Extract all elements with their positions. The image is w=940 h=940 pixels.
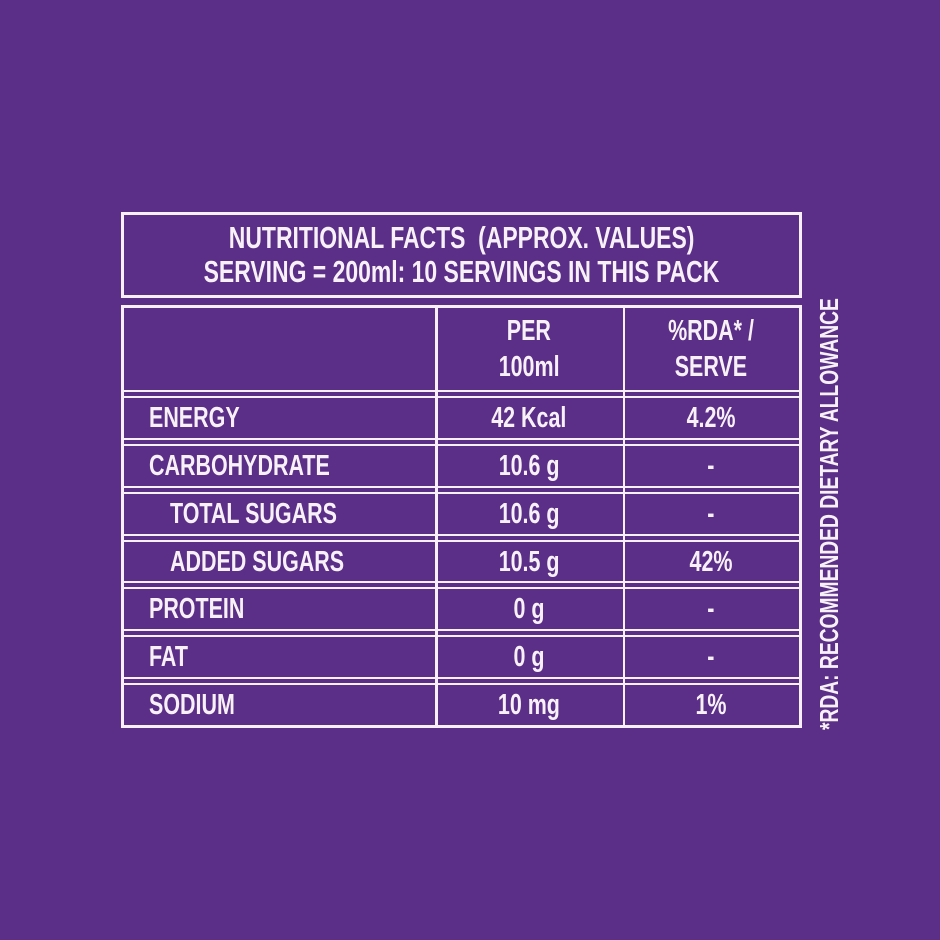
title-line-2-text: SERVING = 200ml: 10 SERVINGS IN THIS PAC… [203,254,720,289]
row-per100ml-value: 0 g [513,641,545,674]
column-header-row: PER 100ml %RDA* / SERVE [124,308,799,390]
nutrition-table: PER 100ml %RDA* / SERVE ENERGY 42 Kcal 4… [121,305,802,728]
row-rda-cell: - [623,494,799,534]
rda-footnote-vertical: *RDA: RECOMMENDED DIETARY ALLOWANCE [812,146,846,730]
column-header-rda-serve: %RDA* / SERVE [623,308,799,390]
title-box: NUTRITIONAL FACTS (APPROX. VALUES) SERVI… [121,212,802,298]
column-header-per-line1: PER [506,315,552,347]
table-row-fat: FAT 0 g - [124,637,799,677]
column-header-rda-line2: SERVE [674,351,748,383]
row-rda-cell: - [623,446,799,486]
table-row-energy: ENERGY 42 Kcal 4.2% [124,398,799,438]
row-separator [124,629,799,638]
row-rda-value: 42% [689,545,733,578]
row-label: ENERGY [149,401,240,434]
column-header-rda-line1: %RDA* / [667,315,754,347]
row-rda-cell: 1% [623,685,799,725]
table-row-added-sugars: ADDED SUGARS 10.5 g 42% [124,542,799,582]
row-separator [124,485,799,494]
row-separator [124,581,799,590]
row-label-cell: TOTAL SUGARS [124,494,435,534]
row-separator [124,390,799,398]
column-header-per-line2: 100ml [498,351,560,383]
row-label: FAT [149,641,188,674]
row-per100ml-cell: 10.6 g [435,446,623,486]
row-rda-value: - [707,641,715,674]
row-label: ADDED SUGARS [170,545,345,578]
row-rda-value: 4.2% [686,401,736,434]
row-label: CARBOHYDRATE [149,449,330,482]
column-divider-2 [622,308,626,725]
row-label: PROTEIN [149,593,245,626]
row-separator [124,437,799,446]
title-line-1: NUTRITIONAL FACTS (APPROX. VALUES) [147,221,776,255]
row-per100ml-value: 10.6 g [498,449,560,482]
row-label: SODIUM [149,689,235,722]
row-label-cell: ADDED SUGARS [124,542,435,582]
row-label-cell: SODIUM [124,685,435,725]
table-row-carbohydrate: CARBOHYDRATE 10.6 g - [124,446,799,486]
row-label-cell: FAT [124,637,435,677]
row-separator [124,677,799,686]
rda-footnote-text: *RDA: RECOMMENDED DIETARY ALLOWANCE [814,298,844,730]
row-per100ml-cell: 0 g [435,589,623,629]
table-row-protein: PROTEIN 0 g - [124,589,799,629]
row-per100ml-cell: 10 mg [435,685,623,725]
title-line-1-text: NUTRITIONAL FACTS (APPROX. VALUES) [228,220,695,255]
nutrition-panel: NUTRITIONAL FACTS (APPROX. VALUES) SERVI… [121,212,802,728]
row-label-cell: PROTEIN [124,589,435,629]
row-rda-value: - [707,593,715,626]
column-header-blank [124,308,435,390]
row-rda-value: - [707,497,715,530]
row-per100ml-cell: 42 Kcal [435,398,623,438]
title-line-2: SERVING = 200ml: 10 SERVINGS IN THIS PAC… [113,255,810,289]
column-header-per-100ml: PER 100ml [435,308,623,390]
column-divider-1 [435,308,438,725]
table-row-total-sugars: TOTAL SUGARS 10.6 g - [124,494,799,534]
row-per100ml-value: 10.5 g [498,545,560,578]
row-per100ml-value: 0 g [513,593,545,626]
row-rda-cell: 42% [623,542,799,582]
row-label-cell: CARBOHYDRATE [124,446,435,486]
row-rda-cell: - [623,637,799,677]
row-separator [124,533,799,542]
row-per100ml-cell: 0 g [435,637,623,677]
row-rda-cell: 4.2% [623,398,799,438]
row-label-cell: ENERGY [124,398,435,438]
row-rda-value: - [707,449,715,482]
row-per100ml-cell: 10.6 g [435,494,623,534]
table-row-sodium: SODIUM 10 mg 1% [124,685,799,725]
row-per100ml-cell: 10.5 g [435,542,623,582]
row-per100ml-value: 10 mg [497,689,561,722]
row-per100ml-value: 42 Kcal [491,401,567,434]
row-rda-value: 1% [695,689,727,722]
row-per100ml-value: 10.6 g [498,497,560,530]
row-label: TOTAL SUGARS [170,497,337,530]
row-rda-cell: - [623,589,799,629]
